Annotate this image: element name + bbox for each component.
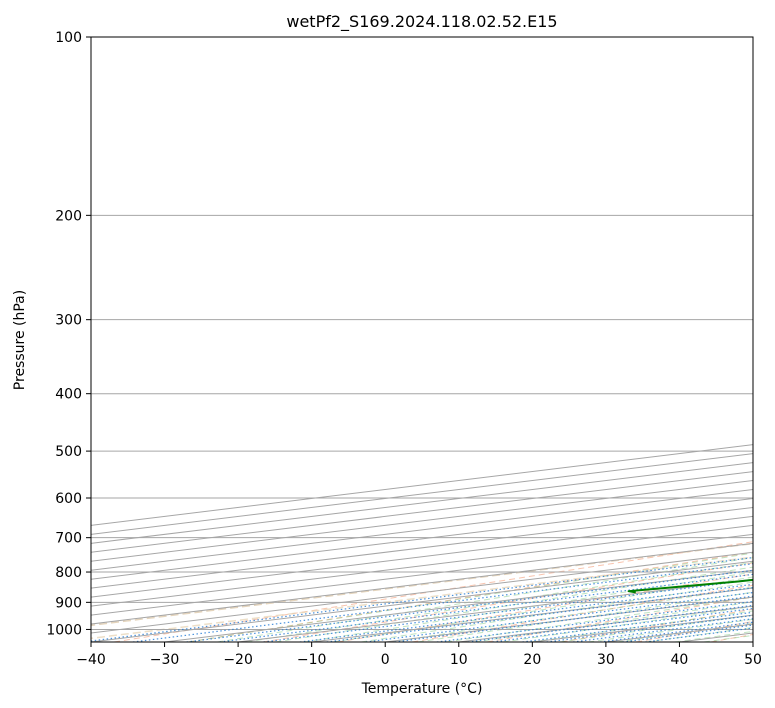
- x-tick-label: 50: [744, 652, 762, 668]
- background-lines: [91, 37, 753, 642]
- y-tick-label: 200: [55, 208, 82, 224]
- x-tick-label: 10: [450, 652, 468, 668]
- y-tick-label: 700: [55, 531, 82, 547]
- mixing-ratio-line: [186, 569, 753, 642]
- mixing-ratio-line: [219, 573, 753, 642]
- x-tick-label: 0: [381, 652, 390, 668]
- x-tick-label: −10: [297, 652, 327, 668]
- moist-adiabat: [275, 566, 753, 642]
- y-tick-label: 300: [55, 313, 82, 329]
- isotherm: [91, 471, 753, 553]
- isotherm: [752, 641, 753, 642]
- isotherm: [91, 489, 753, 571]
- plot-frame: [90, 36, 754, 643]
- chart-title: wetPf2_S169.2024.118.02.52.E15: [286, 12, 557, 32]
- y-tick-label: 600: [55, 491, 82, 507]
- mixing-ratio-line: [263, 579, 753, 642]
- y-axis-label: Pressure (hPa): [12, 290, 28, 390]
- x-tick-label: 30: [597, 652, 615, 668]
- y-tick-label: 500: [55, 444, 82, 460]
- dewpoint-trace: [627, 578, 753, 594]
- moist-adiabat: [246, 561, 753, 642]
- isotherm: [91, 515, 753, 598]
- y-tick-label: 900: [55, 595, 82, 611]
- x-tick-label: −20: [223, 652, 253, 668]
- dry-adiabat: [263, 562, 753, 642]
- plot-background: [91, 37, 753, 642]
- mixing-ratio-line: [492, 607, 753, 642]
- y-tick-label: 800: [55, 565, 82, 581]
- reference-curve: [91, 542, 753, 627]
- x-tick-label: 40: [671, 652, 689, 668]
- isotherm: [91, 524, 753, 607]
- x-tick-label: −40: [76, 652, 106, 668]
- x-tick-label: −30: [150, 652, 180, 668]
- profile-traces: [627, 578, 753, 594]
- x-axis-label: Temperature (°C): [361, 681, 483, 697]
- moist-adiabat: [304, 571, 753, 642]
- y-tick-label: 400: [55, 387, 82, 403]
- isotherm: [91, 506, 753, 589]
- moist-adiabat: [389, 586, 753, 642]
- y-tick-label: 1000: [46, 622, 82, 638]
- dry-adiabat: [188, 551, 753, 642]
- isotherm: [91, 480, 753, 562]
- x-tick-label: 20: [523, 652, 541, 668]
- y-tick-label: 100: [55, 30, 82, 46]
- dry-adiabat: [412, 584, 753, 642]
- moist-adiabat: [217, 557, 753, 642]
- dry-adiabat: [486, 596, 753, 642]
- axis-ticks: −40 −30 −20 −10 0 10 20 30 40 50 100 200 300 400 500 60…: [46, 30, 762, 668]
- isotherm: [91, 533, 753, 616]
- isotherm: [91, 462, 753, 544]
- isotherm: [91, 497, 753, 580]
